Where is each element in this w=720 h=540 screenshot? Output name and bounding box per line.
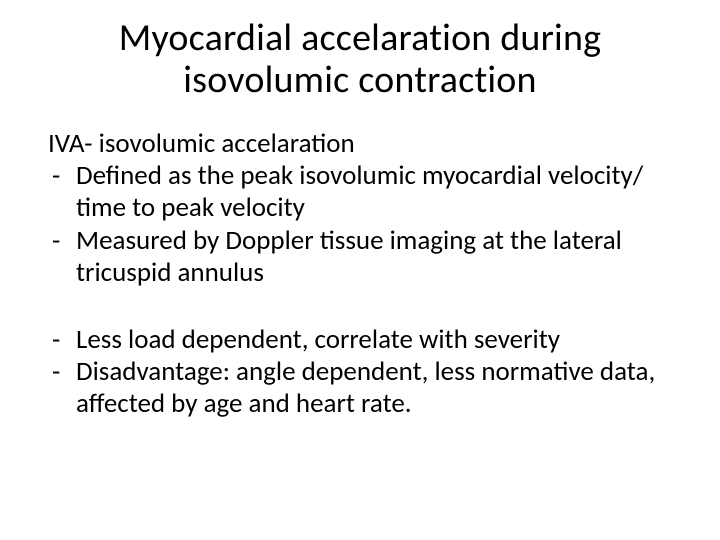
bullet-dash: - <box>48 324 76 356</box>
bullet-text: Disadvantage: angle dependent, less norm… <box>76 356 672 421</box>
body-content: IVA- isovolumic accelaration - Defined a… <box>48 128 672 421</box>
bullet-item: - Defined as the peak isovolumic myocard… <box>48 160 672 225</box>
bullet-text: Measured by Doppler tissue imaging at th… <box>76 225 672 290</box>
bullet-dash: - <box>48 356 76 421</box>
bullet-text: Less load dependent, correlate with seve… <box>76 324 672 356</box>
slide-title: Myocardial accelaration during isovolumi… <box>48 18 672 102</box>
bullet-dash: - <box>48 225 76 290</box>
slide-container: Myocardial accelaration during isovolumi… <box>0 0 720 540</box>
bullet-item: - Measured by Doppler tissue imaging at … <box>48 225 672 290</box>
bullet-text: Defined as the peak isovolumic myocardia… <box>76 160 672 225</box>
bullet-item: - Less load dependent, correlate with se… <box>48 324 672 356</box>
bullet-dash: - <box>48 160 76 225</box>
bullet-item: - Disadvantage: angle dependent, less no… <box>48 356 672 421</box>
paragraph-gap <box>48 290 672 324</box>
intro-line: IVA- isovolumic accelaration <box>48 128 672 160</box>
